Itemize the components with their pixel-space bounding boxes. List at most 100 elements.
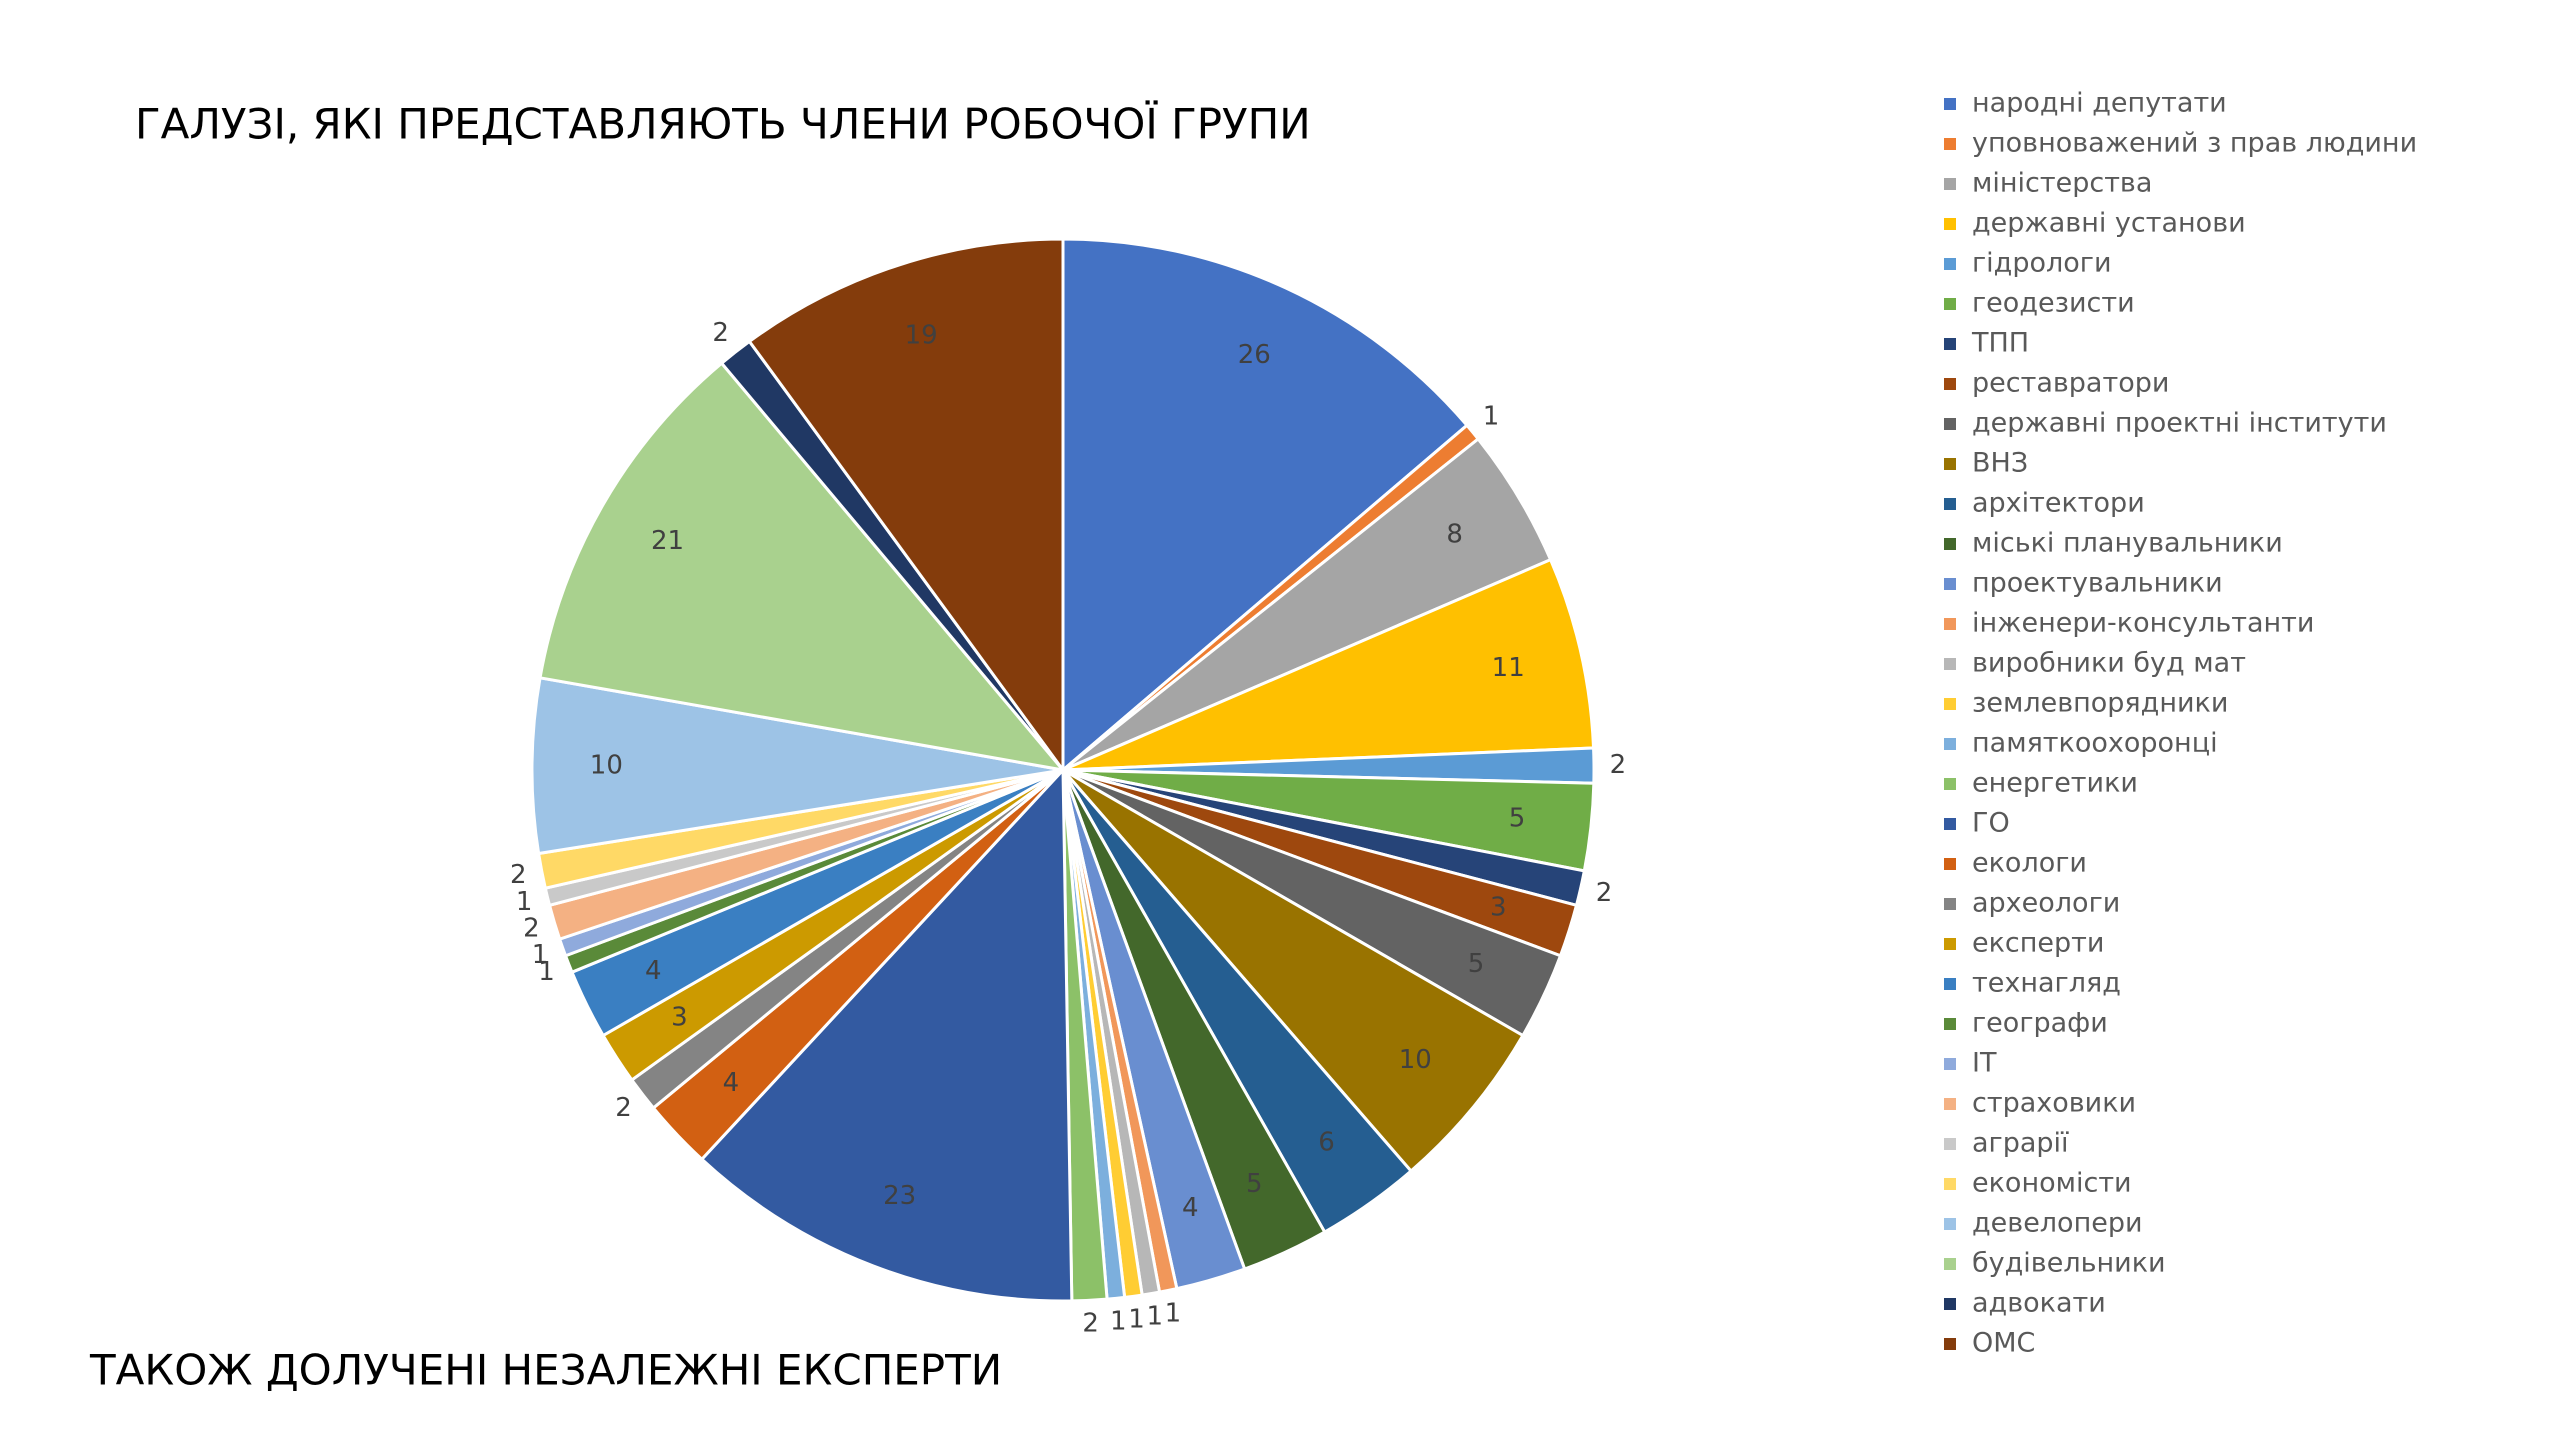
data-label: 19 <box>905 320 938 350</box>
legend-label: памяткоохоронці <box>1972 728 2218 759</box>
data-label: 1 <box>1483 401 1500 431</box>
data-label: 3 <box>1490 893 1507 923</box>
legend-swatch <box>1944 738 1956 750</box>
data-label: 2 <box>1082 1309 1099 1339</box>
legend-label: ОМС <box>1972 1328 2035 1359</box>
legend-label: землевпорядники <box>1972 688 2228 719</box>
legend-swatch <box>1944 818 1956 830</box>
pie-slice <box>699 766 1074 1303</box>
legend-swatch <box>1944 1018 1956 1030</box>
pie-slice <box>747 237 1065 775</box>
legend-label: ТПП <box>1971 328 2029 359</box>
legend-label: будівельники <box>1972 1248 2166 1279</box>
legend-label: ІТ <box>1972 1048 1997 1079</box>
legend-label: археологи <box>1972 888 2120 919</box>
legend-label: міські планувальники <box>1972 528 2283 559</box>
pie-slice <box>530 676 1064 856</box>
legend-label: проектувальники <box>1972 568 2223 599</box>
data-label: 1 <box>1165 1298 1182 1328</box>
legend-label: державні установи <box>1972 208 2246 239</box>
legend-swatch <box>1944 418 1956 430</box>
data-label: 1 <box>1128 1304 1145 1334</box>
data-label: 8 <box>1446 520 1463 550</box>
legend-label: гідрологи <box>1972 248 2112 279</box>
data-label: 26 <box>1238 340 1271 370</box>
legend-label: страховики <box>1972 1088 2136 1119</box>
data-label: 1 <box>1110 1307 1127 1337</box>
legend-label: технагляд <box>1972 968 2121 999</box>
legend-swatch <box>1944 698 1956 710</box>
data-label: 10 <box>590 751 623 781</box>
legend-swatch <box>1944 898 1956 910</box>
legend-label: державні проектні інститути <box>1972 408 2387 439</box>
legend-swatch <box>1944 298 1956 310</box>
pie-slice <box>1062 557 1596 772</box>
data-label: 11 <box>1492 653 1525 683</box>
legend-swatch <box>1944 578 1956 590</box>
legend-label: міністерства <box>1972 168 2152 199</box>
data-label: 2 <box>1596 878 1613 908</box>
legend-label: ГО <box>1972 808 2010 839</box>
data-label: 4 <box>645 956 662 986</box>
legend-swatch <box>1944 98 1956 110</box>
legend-swatch <box>1944 658 1956 670</box>
legend-swatch <box>1944 978 1956 990</box>
data-label: 1 <box>538 957 555 987</box>
legend-swatch <box>1944 458 1956 470</box>
data-label: 3 <box>671 1002 688 1032</box>
legend-label: екологи <box>1972 848 2087 879</box>
legend-swatch <box>1944 218 1956 230</box>
legend-swatch <box>1944 858 1956 870</box>
data-label: 2 <box>523 914 540 944</box>
data-label: 5 <box>1246 1169 1263 1199</box>
data-label: 6 <box>1318 1127 1335 1157</box>
legend-swatch <box>1944 1098 1956 1110</box>
legend-label: девелопери <box>1972 1208 2143 1239</box>
legend-label: виробники буд мат <box>1972 648 2246 679</box>
data-label: 4 <box>723 1068 740 1098</box>
legend-label: економісти <box>1972 1168 2132 1199</box>
legend-swatch <box>1944 1338 1956 1350</box>
legend-label: інженери-консультанти <box>1972 608 2314 639</box>
legend-label: географи <box>1972 1008 2108 1039</box>
legend-swatch <box>1944 498 1956 510</box>
data-label: 21 <box>651 526 684 556</box>
legend-swatch <box>1944 178 1956 190</box>
legend-swatch <box>1944 1258 1956 1270</box>
legend-swatch <box>1944 258 1956 270</box>
legend-label: геодезисти <box>1972 288 2135 319</box>
legend-label: ВНЗ <box>1972 448 2028 479</box>
legend-swatch <box>1944 338 1956 350</box>
data-label: 1 <box>516 887 533 917</box>
footnote: ТАКОЖ ДОЛУЧЕНІ НЕЗАЛЕЖНІ ЕКСПЕРТИ <box>89 1346 1002 1395</box>
pie-slice <box>538 361 1067 773</box>
legend-label: народні депутати <box>1972 88 2227 119</box>
data-label: 5 <box>1468 949 1485 979</box>
legend-label: аграрії <box>1972 1128 2069 1159</box>
legend-swatch <box>1944 1178 1956 1190</box>
legend-swatch <box>1944 538 1956 550</box>
data-label: 5 <box>1509 804 1526 834</box>
legend-label: енергетики <box>1972 768 2138 799</box>
legend-swatch <box>1944 938 1956 950</box>
data-label: 23 <box>883 1181 916 1211</box>
legend-swatch <box>1944 1058 1956 1070</box>
data-label: 2 <box>510 860 527 890</box>
legend-label: експерти <box>1972 928 2104 959</box>
legend-swatch <box>1944 1138 1956 1150</box>
data-label: 2 <box>1610 750 1627 780</box>
legend-label: архітектори <box>1972 488 2145 519</box>
data-label: 4 <box>1182 1193 1199 1223</box>
legend-swatch <box>1944 618 1956 630</box>
data-label: 2 <box>712 318 729 348</box>
legend-label: уповноважений з прав людини <box>1972 128 2417 159</box>
legend-swatch <box>1944 378 1956 390</box>
legend-swatch <box>1944 1218 1956 1230</box>
data-label: 1 <box>1147 1302 1164 1332</box>
data-label: 1 <box>532 940 549 970</box>
chart-title: ГАЛУЗІ, ЯКІ ПРЕДСТАВЛЯЮТЬ ЧЛЕНИ РОБОЧОЇ … <box>135 99 1311 149</box>
pie-slice <box>1061 237 1470 774</box>
pie-slice <box>1061 768 1525 1174</box>
legend-swatch <box>1944 1298 1956 1310</box>
data-label: 2 <box>615 1093 632 1123</box>
